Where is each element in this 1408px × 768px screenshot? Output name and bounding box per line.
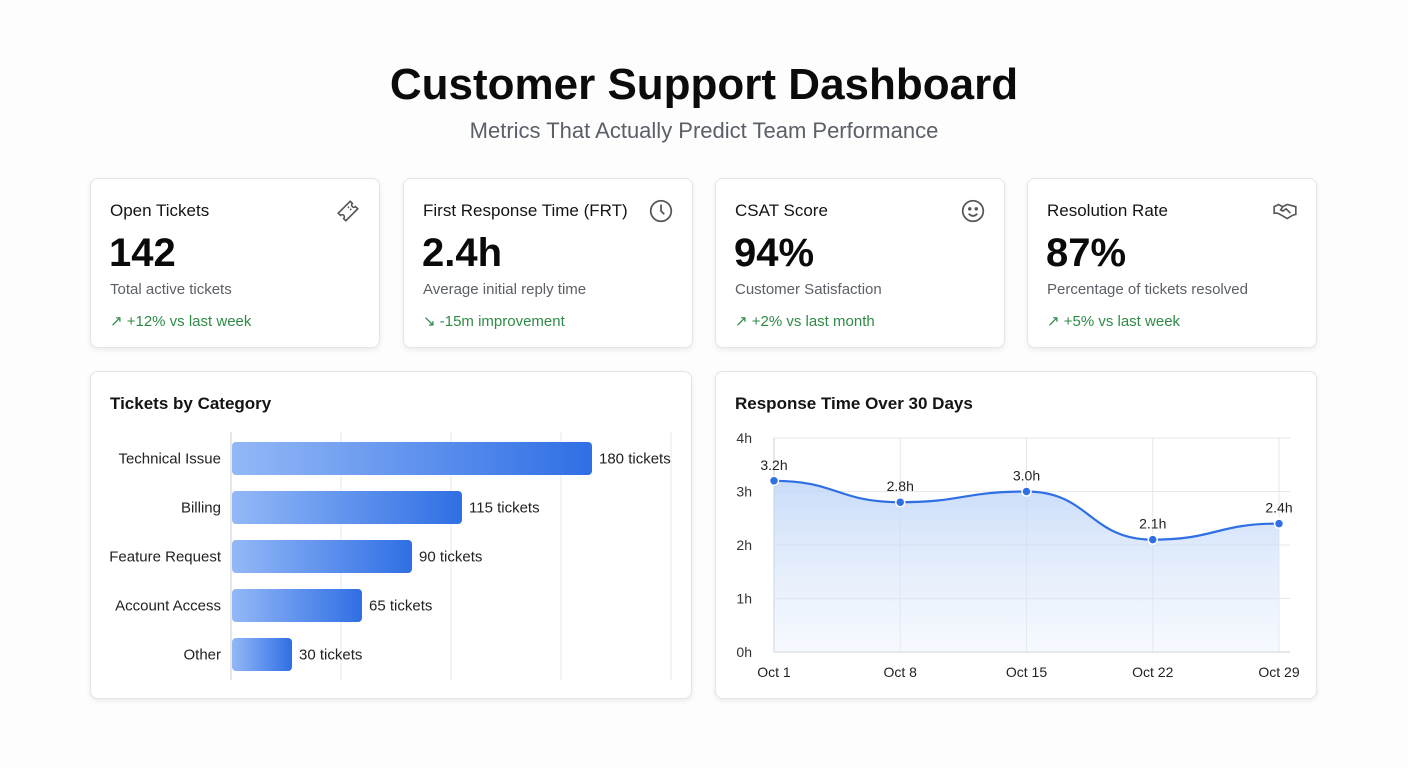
- bar: [232, 540, 412, 573]
- kpi-label: Resolution Rate: [1047, 201, 1168, 220]
- kpi-trend: ↗ +12% vs last week: [110, 313, 252, 330]
- response-time-panel: Response Time Over 30 Days 0h 1h 2h 3h 4h Oct…: [715, 371, 1317, 699]
- bar-chart: Technical Issue 180 tickets Billing 115 tic…: [109, 432, 672, 680]
- y-tick-label: 3h: [736, 484, 752, 500]
- bar: [232, 491, 462, 524]
- kpi-label: CSAT Score: [735, 201, 828, 220]
- chart-title: Tickets by Category: [110, 394, 272, 413]
- kpi-trend: ↗ +2% vs last month: [735, 313, 875, 330]
- clock-icon: [649, 199, 673, 223]
- page-title: Customer Support Dashboard: [389, 60, 1019, 109]
- category-label: Billing: [181, 500, 221, 517]
- data-label: 30 tickets: [299, 647, 362, 664]
- bar: [232, 638, 292, 671]
- data-label: 2.8h: [887, 478, 914, 494]
- x-tick-label: Oct 8: [884, 664, 918, 680]
- y-tick-label: 0h: [736, 644, 752, 660]
- data-label: 3.0h: [1013, 468, 1040, 484]
- data-label: 2.1h: [1139, 516, 1166, 532]
- kpi-label: Open Tickets: [110, 201, 210, 220]
- smiley-icon: [961, 199, 985, 223]
- kpi-label: First Response Time (FRT): [423, 201, 628, 220]
- kpi-trend: ↘ -15m improvement: [423, 313, 565, 330]
- bar: [232, 442, 592, 475]
- kpi-value: 87%: [1046, 231, 1127, 275]
- x-tick-label: Oct 15: [1006, 664, 1047, 680]
- page-subtitle: Metrics That Actually Predict Team Perfo…: [469, 118, 939, 143]
- data-label: 115 tickets: [469, 500, 540, 517]
- y-tick-label: 2h: [736, 537, 752, 553]
- x-tick-label: Oct 22: [1132, 664, 1173, 680]
- category-label: Account Access: [115, 598, 221, 615]
- tickets-by-category-panel: Tickets by Category Technical Issue 180 t…: [90, 371, 692, 699]
- data-point: [1147, 534, 1158, 545]
- data-point: [1273, 518, 1285, 529]
- x-tick-label: Oct 1: [757, 664, 791, 680]
- kpi-card-csat: CSAT Score 94% Customer Satisfaction ↗ +…: [715, 178, 1005, 348]
- category-label: Other: [183, 647, 221, 664]
- kpi-description: Total active tickets: [110, 281, 232, 298]
- kpi-description: Percentage of tickets resolved: [1047, 281, 1248, 298]
- kpi-card-resolution-rate: Resolution Rate 87% Percentage of ticket…: [1027, 178, 1317, 348]
- data-label: 180 tickets: [599, 451, 671, 468]
- kpi-description: Customer Satisfaction: [735, 281, 882, 298]
- kpi-value: 94%: [734, 231, 815, 275]
- data-point: [1021, 486, 1032, 497]
- data-label: 90 tickets: [419, 549, 482, 566]
- data-label: 65 tickets: [369, 598, 432, 615]
- category-label: Technical Issue: [118, 451, 221, 468]
- kpi-value: 2.4h: [422, 231, 503, 275]
- data-point: [895, 496, 906, 508]
- ticket-icon: [337, 200, 359, 222]
- data-label: 2.4h: [1265, 500, 1292, 516]
- kpi-card-frt: First Response Time (FRT) 2.4h Average i…: [403, 178, 693, 348]
- category-label: Feature Request: [109, 549, 222, 566]
- y-tick-label: 1h: [736, 591, 752, 607]
- kpi-value: 142: [109, 231, 176, 275]
- data-label: 3.2h: [760, 457, 787, 473]
- data-point: [768, 475, 780, 487]
- chart-title: Response Time Over 30 Days: [735, 394, 973, 413]
- handshake-icon: [1273, 203, 1297, 220]
- line-chart: 0h 1h 2h 3h 4h Oct 1 Oct 8 Oct 15 Oct 22 Oct 29 3.…: [736, 430, 1299, 680]
- bar: [232, 589, 362, 622]
- kpi-card-open-tickets: Open Tickets 142 Total active tickets ↗ …: [90, 178, 380, 348]
- kpi-trend: ↗ +5% vs last week: [1047, 313, 1181, 330]
- kpi-description: Average initial reply time: [423, 281, 587, 298]
- y-tick-label: 4h: [736, 430, 752, 446]
- x-tick-label: Oct 29: [1258, 664, 1299, 680]
- area-fill: [774, 480, 1279, 652]
